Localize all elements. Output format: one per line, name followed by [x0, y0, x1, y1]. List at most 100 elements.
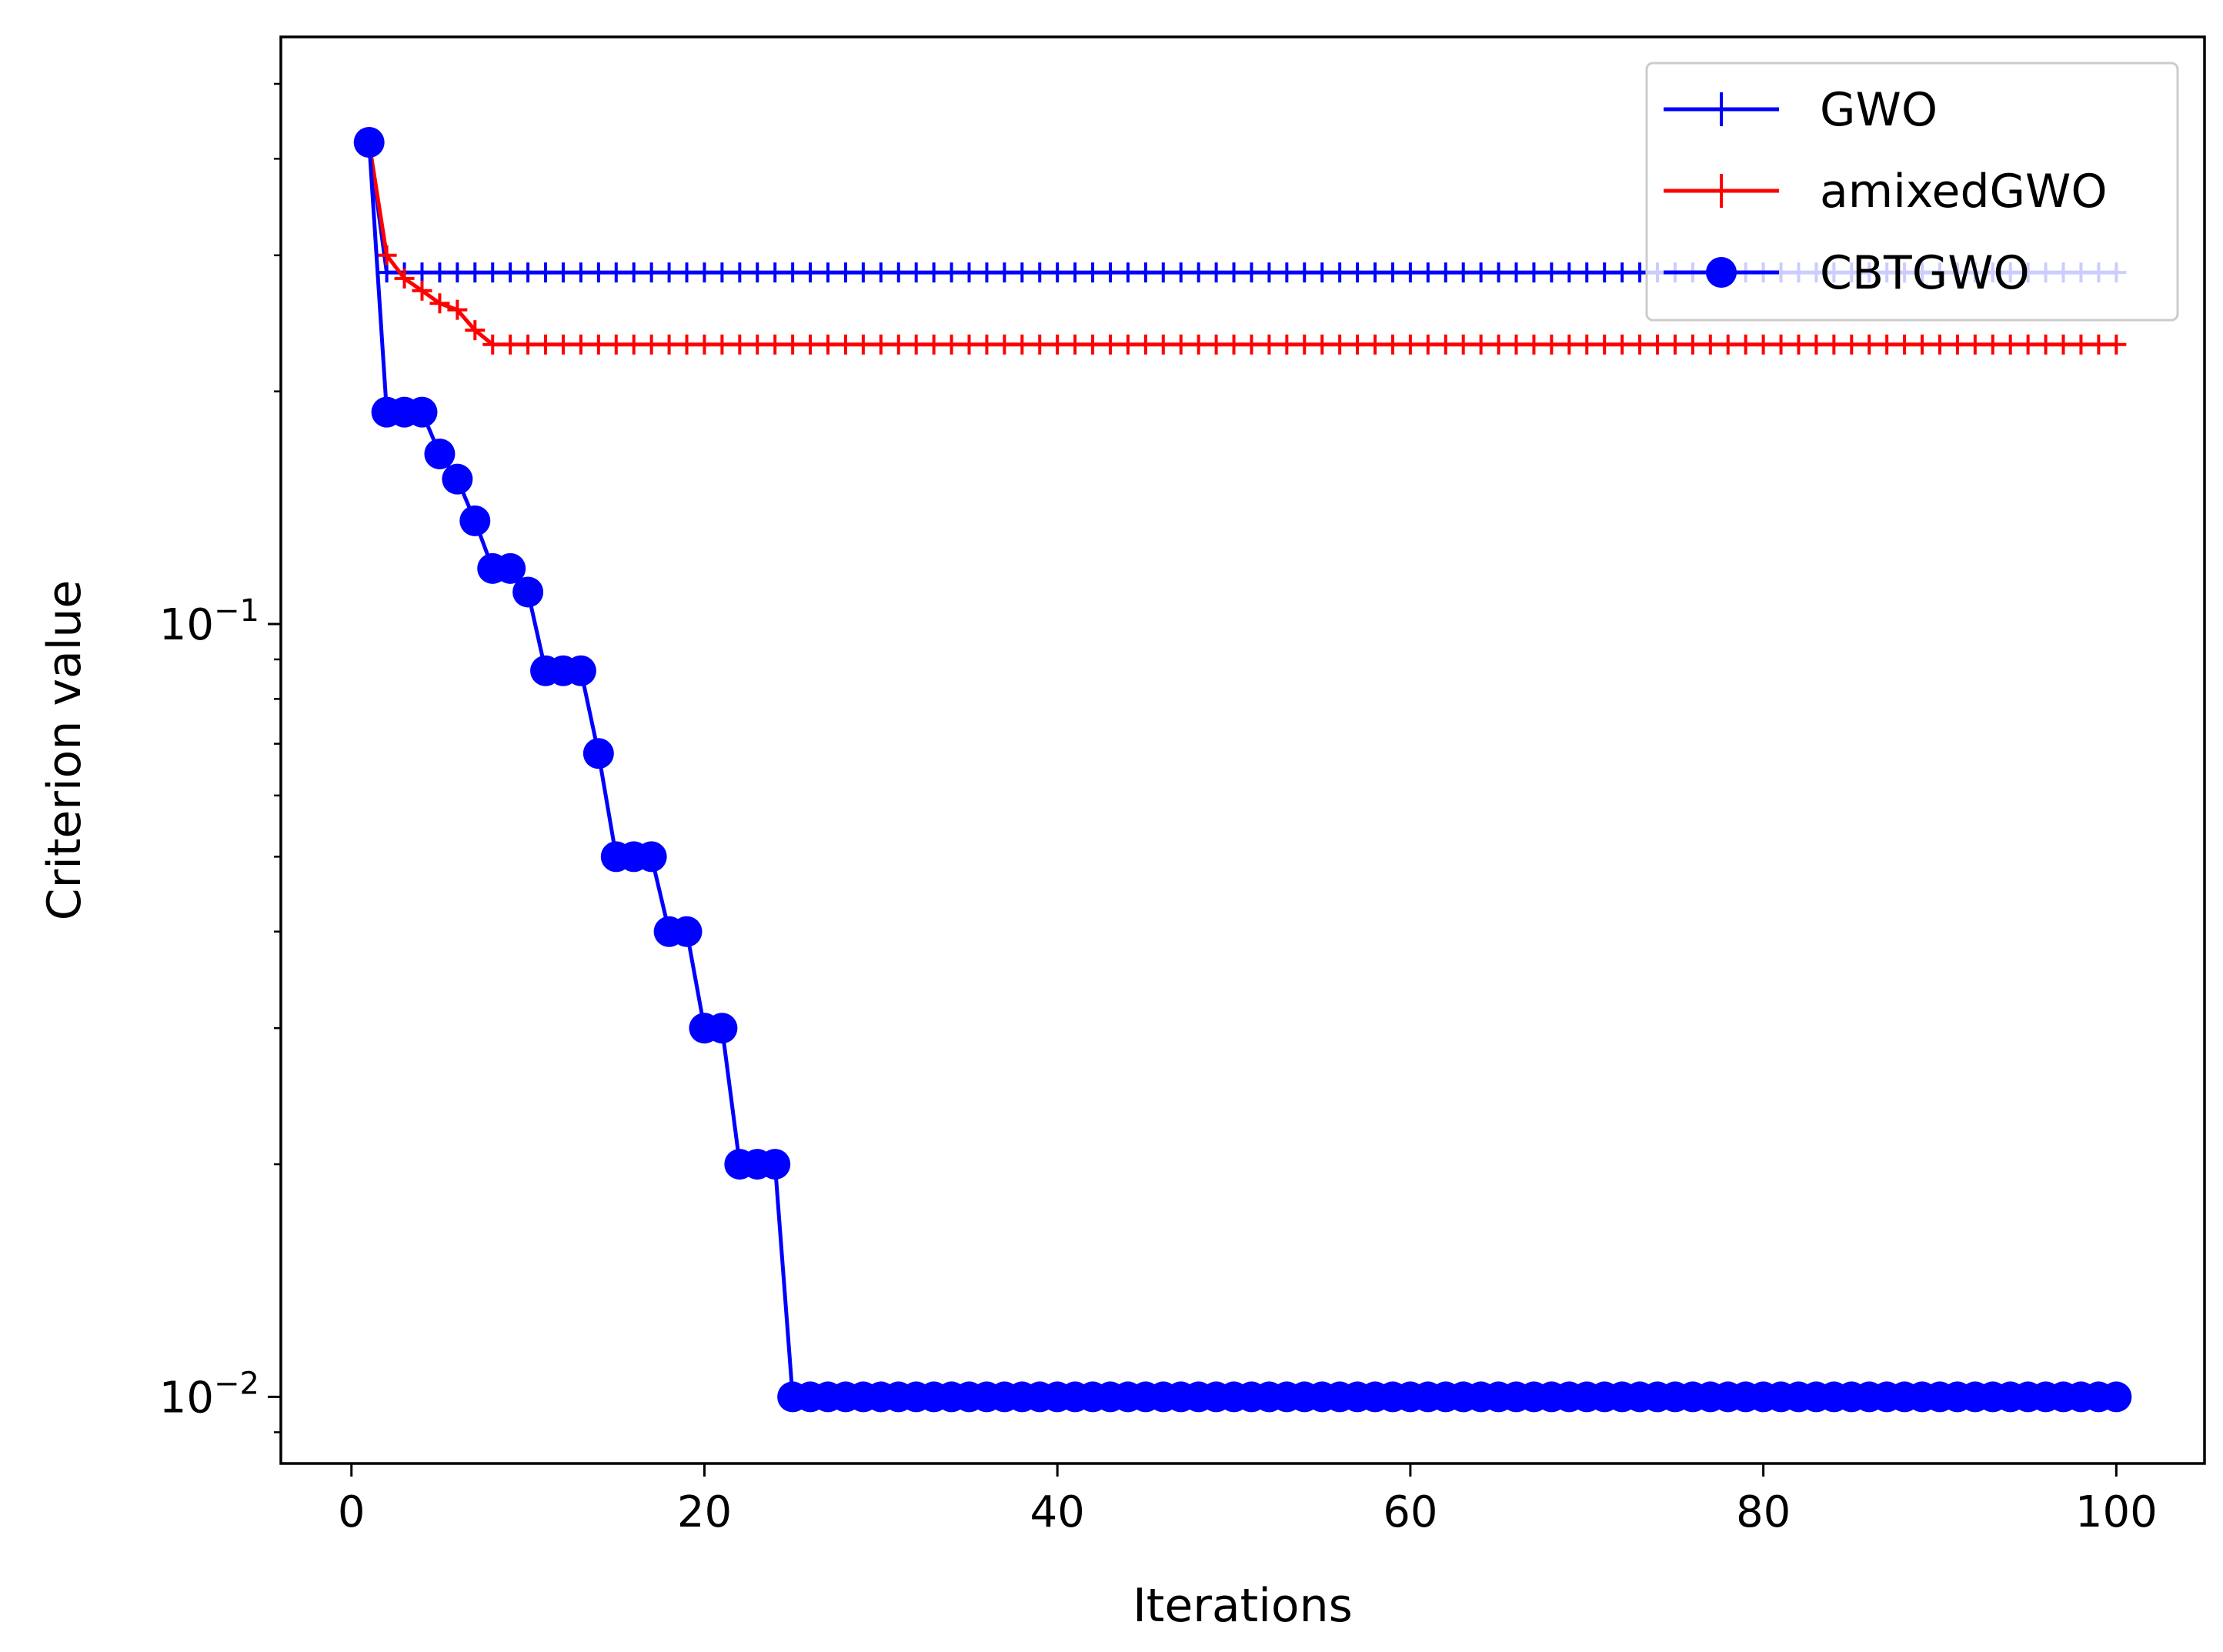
data-point	[1435, 262, 1456, 283]
data-point	[376, 245, 397, 265]
data-point	[1488, 262, 1509, 283]
data-point	[1294, 334, 1315, 355]
data-point	[888, 262, 909, 283]
data-point	[1312, 334, 1333, 355]
data-point	[1964, 334, 1985, 355]
data-point	[1753, 334, 1774, 355]
data-point	[1223, 262, 1244, 283]
data-point	[1824, 334, 1844, 355]
data-point	[1470, 262, 1491, 283]
data-point	[1012, 334, 1033, 355]
data-point	[588, 262, 609, 283]
data-point	[976, 334, 997, 355]
legend-marker	[1710, 174, 1733, 208]
data-point	[888, 334, 909, 355]
data-point	[2000, 334, 2021, 355]
data-point	[623, 334, 644, 355]
data-point	[1859, 334, 1880, 355]
data-point	[1259, 334, 1280, 355]
data-point	[1347, 334, 1368, 355]
data-point	[959, 334, 980, 355]
data-point	[783, 334, 803, 355]
data-point	[1188, 334, 1209, 355]
data-point	[1135, 262, 1156, 283]
data-point	[1577, 334, 1597, 355]
data-point	[1682, 334, 1703, 355]
data-point	[565, 655, 596, 686]
data-point	[1541, 334, 1562, 355]
data-point	[1100, 262, 1120, 283]
data-point	[1929, 334, 1950, 355]
data-point	[1417, 334, 1438, 355]
data-point	[1153, 262, 1173, 283]
data-point	[429, 262, 450, 283]
data-point	[1365, 334, 1386, 355]
data-point	[1030, 334, 1050, 355]
x-axis-label: Iterations	[1133, 1579, 1353, 1633]
data-point	[1488, 334, 1509, 355]
data-point	[1664, 334, 1685, 355]
data-point	[1524, 262, 1544, 283]
data-point	[835, 262, 856, 283]
data-point	[1435, 334, 1456, 355]
data-point	[1012, 262, 1033, 283]
data-point	[1841, 334, 1862, 355]
series-CBTGWO	[353, 127, 2132, 1413]
data-point	[712, 262, 733, 283]
data-point	[747, 334, 768, 355]
x-tick-label: 20	[677, 1487, 732, 1537]
y-tick-label: 10−2	[159, 1366, 259, 1423]
data-point	[1594, 334, 1615, 355]
data-point	[623, 262, 644, 283]
data-point	[1506, 334, 1527, 355]
data-point	[582, 738, 614, 769]
data-point	[570, 262, 591, 283]
data-point	[2018, 334, 2038, 355]
data-point	[424, 438, 456, 469]
data-point	[1065, 262, 1086, 283]
data-point	[641, 334, 662, 355]
data-point	[447, 262, 468, 283]
data-point	[1153, 334, 1173, 355]
data-point	[1277, 334, 1297, 355]
data-point	[552, 334, 573, 355]
data-point	[495, 552, 526, 584]
data-point	[659, 262, 679, 283]
data-point	[1400, 262, 1420, 283]
data-point	[1700, 334, 1721, 355]
data-point	[1117, 262, 1138, 283]
data-point	[588, 334, 609, 355]
data-point	[536, 262, 556, 283]
data-point	[465, 320, 486, 341]
data-point	[442, 463, 473, 495]
data-point	[1717, 334, 1738, 355]
data-point	[1559, 334, 1580, 355]
x-tick-label: 60	[1383, 1487, 1437, 1537]
data-point	[1912, 334, 1933, 355]
data-point	[1612, 262, 1633, 283]
x-tick-label: 0	[338, 1487, 365, 1537]
legend: GWO amixedGWO CBTGWO	[1645, 62, 2179, 322]
data-point	[482, 334, 503, 355]
data-point	[853, 262, 873, 283]
data-point	[1030, 262, 1050, 283]
data-point	[2053, 334, 2074, 355]
data-point	[712, 334, 733, 355]
data-point	[765, 262, 786, 283]
data-point	[976, 262, 997, 283]
data-point	[2088, 334, 2109, 355]
data-point	[818, 262, 839, 283]
data-point	[1312, 262, 1333, 283]
data-point	[783, 262, 803, 283]
data-point	[994, 262, 1015, 283]
data-point	[606, 334, 626, 355]
data-point	[1894, 334, 1915, 355]
data-point	[500, 334, 521, 355]
legend-item-CBTGWO: CBTGWO	[1664, 246, 2030, 300]
data-point	[2101, 1381, 2132, 1413]
y-axis-label: Criterion value	[38, 580, 92, 921]
data-point	[1047, 262, 1068, 283]
data-point	[1083, 334, 1103, 355]
data-point	[1206, 262, 1227, 283]
data-point	[906, 262, 926, 283]
